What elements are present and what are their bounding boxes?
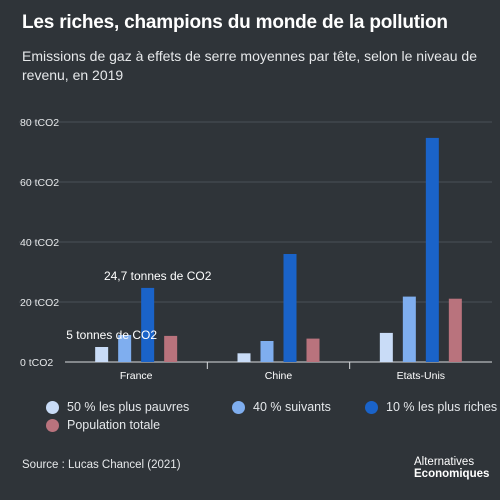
legend-swatch xyxy=(46,418,59,432)
chart-title: Les riches, champions du monde de la pol… xyxy=(22,12,448,33)
bar xyxy=(379,332,393,362)
legend-item-richest: 10 % les plus riches xyxy=(365,400,497,414)
bar-chart: 0 tCO2 20 tCO2 40 tCO2 60 tCO2 80 tCO2 France… xyxy=(19,117,492,382)
legend-label: 10 % les plus riches xyxy=(386,400,498,414)
bar xyxy=(448,298,462,362)
bar-annotation: 24,7 tonnes de CO2 xyxy=(104,269,212,283)
x-tick-label: Chine xyxy=(265,370,293,382)
y-tick-label: 40 tCO2 xyxy=(20,237,59,249)
source-note: Source : Lucas Chancel (2021) xyxy=(22,459,181,471)
legend-swatch xyxy=(232,400,245,414)
legend-swatch xyxy=(365,400,378,414)
legend-item-middle: 40 % suivants xyxy=(232,400,331,414)
logo-line-1: Alternatives xyxy=(414,456,475,468)
bar xyxy=(95,347,109,362)
y-tick-label: 20 tCO2 xyxy=(20,297,59,309)
bar xyxy=(425,137,439,362)
chart-subtitle: Emissions de gaz à effets de serre moyen… xyxy=(22,48,478,83)
bar xyxy=(237,353,251,362)
bar xyxy=(402,296,416,362)
legend-item-total: Population totale xyxy=(46,418,160,432)
y-tick-label: 0 tCO2 xyxy=(20,357,53,369)
bar xyxy=(141,287,155,362)
bar xyxy=(283,254,297,362)
legend-label: 50 % les plus pauvres xyxy=(67,400,190,414)
x-tick-label: Etats-Unis xyxy=(397,370,445,382)
logo-line-2: Economiques xyxy=(414,468,490,480)
bar-annotation: 5 tonnes de CO2 xyxy=(66,328,157,342)
legend-label: Population totale xyxy=(67,418,161,432)
bar xyxy=(306,338,320,362)
bar xyxy=(260,341,274,362)
bar xyxy=(118,335,132,362)
x-tick-label: France xyxy=(120,370,153,382)
legend-label: 40 % suivants xyxy=(253,400,331,414)
bar xyxy=(164,335,178,362)
legend-swatch xyxy=(46,400,59,414)
publisher-logo: Alternatives Economiques xyxy=(414,456,489,480)
legend-item-poorest: 50 % les plus pauvres xyxy=(46,400,189,414)
y-tick-label: 60 tCO2 xyxy=(20,177,59,189)
y-tick-label: 80 tCO2 xyxy=(20,117,59,129)
